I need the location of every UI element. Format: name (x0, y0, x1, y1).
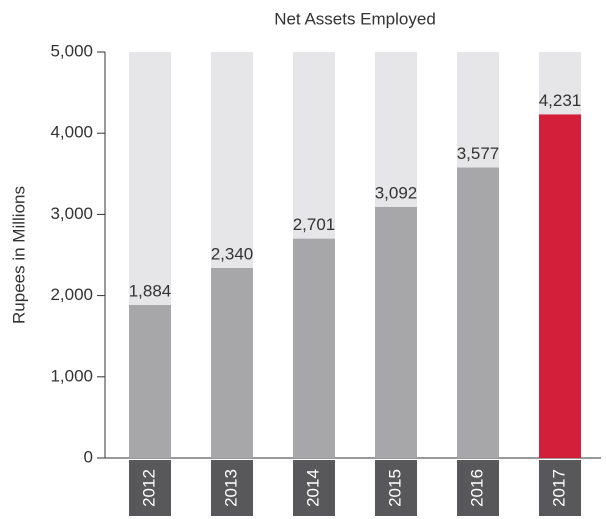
y-tick-label: 4,000 (50, 123, 93, 142)
bar (129, 305, 171, 458)
x-label-box (211, 460, 253, 516)
value-label: 1,884 (129, 282, 172, 301)
x-tick-label: 2016 (467, 469, 486, 507)
value-label: 2,701 (293, 215, 336, 234)
y-tick-label: 3,000 (50, 204, 93, 223)
bar (211, 267, 253, 458)
x-label-box (375, 460, 417, 516)
value-label: 3,577 (457, 144, 500, 163)
y-tick-label: 0 (84, 447, 93, 466)
x-tick-label: 2013 (221, 469, 240, 507)
x-label-box (293, 460, 335, 516)
x-label-box (129, 460, 171, 516)
value-label: 3,092 (375, 183, 418, 202)
y-tick-label: 1,000 (50, 366, 93, 385)
value-label: 2,340 (211, 244, 254, 263)
bar (375, 206, 417, 458)
x-tick-label: 2017 (549, 469, 568, 507)
y-axis-label: Rupees in Millions (9, 186, 28, 324)
y-tick-label: 5,000 (50, 41, 93, 60)
x-label-box (457, 460, 499, 516)
bar (457, 167, 499, 458)
chart-title: Net Assets Employed (274, 9, 436, 28)
value-label: 4,231 (539, 91, 582, 110)
x-tick-label: 2012 (139, 469, 158, 507)
x-tick-label: 2015 (385, 469, 404, 507)
x-tick-label: 2014 (303, 469, 322, 507)
bar (293, 238, 335, 458)
x-label-box (539, 460, 581, 516)
y-tick-label: 2,000 (50, 285, 93, 304)
bar (539, 114, 581, 458)
